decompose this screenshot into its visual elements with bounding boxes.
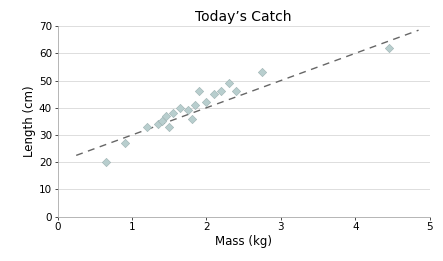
Point bbox=[184, 108, 191, 112]
Point bbox=[385, 46, 392, 50]
Point bbox=[233, 89, 240, 93]
Point bbox=[192, 103, 199, 107]
Point bbox=[259, 70, 266, 74]
X-axis label: Mass (kg): Mass (kg) bbox=[215, 235, 272, 248]
Point bbox=[102, 160, 109, 164]
Point bbox=[195, 89, 202, 93]
Y-axis label: Length (cm): Length (cm) bbox=[23, 86, 36, 157]
Point bbox=[162, 114, 169, 118]
Point bbox=[144, 125, 151, 129]
Point bbox=[177, 106, 184, 110]
Point bbox=[188, 117, 195, 121]
Point bbox=[210, 92, 218, 96]
Point bbox=[169, 111, 176, 115]
Point bbox=[203, 100, 210, 104]
Point bbox=[218, 89, 225, 93]
Point bbox=[166, 125, 173, 129]
Point bbox=[225, 81, 232, 85]
Title: Today’s Catch: Today’s Catch bbox=[195, 10, 292, 23]
Point bbox=[155, 122, 162, 126]
Point bbox=[121, 141, 128, 145]
Point bbox=[158, 119, 165, 123]
